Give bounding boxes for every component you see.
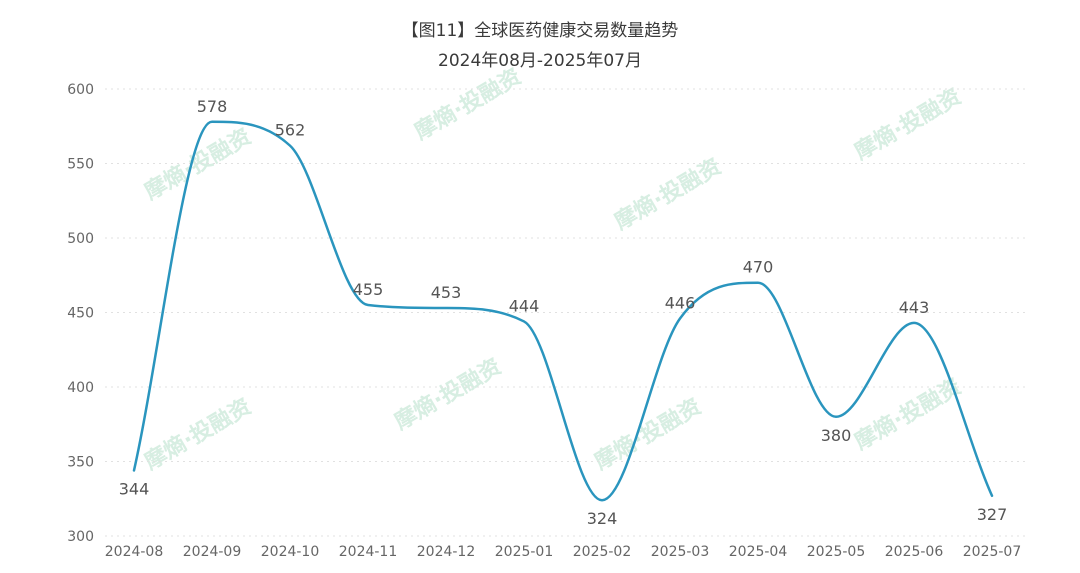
- y-tick-label: 600: [67, 82, 94, 98]
- x-tick-label: 2024-08: [105, 544, 164, 560]
- x-tick-label: 2025-07: [963, 544, 1022, 560]
- series-line: [132, 120, 994, 502]
- y-tick-label: 550: [67, 157, 94, 173]
- x-tick-label: 2025-03: [651, 544, 710, 560]
- data-label: 327: [977, 505, 1008, 524]
- data-label: 444: [509, 296, 540, 315]
- data-label: 455: [353, 280, 384, 299]
- x-tick-label: 2024-10: [261, 544, 320, 560]
- y-tick-label: 300: [67, 529, 94, 545]
- grid-layer: [105, 88, 1025, 537]
- x-tick-label: 2024-09: [183, 544, 242, 560]
- x-tick-label: 2024-12: [417, 544, 476, 560]
- y-tick-label: 350: [67, 455, 94, 471]
- y-tick-label: 400: [67, 380, 94, 396]
- series-layer: [132, 120, 994, 502]
- y-tick-label: 450: [67, 306, 94, 322]
- watermark-text: 摩熵·投融资: [410, 63, 526, 145]
- chart-title: 【图11】全球医药健康交易数量趋势: [401, 21, 679, 41]
- x-tick-label: 2025-04: [729, 544, 788, 560]
- data-label: 578: [197, 97, 228, 116]
- data-label-layer: 344 578 562 455 453 444 324 446 470 380 443 327: [119, 97, 1008, 528]
- x-tick-label: 2025-01: [495, 544, 554, 560]
- watermark-text: 摩熵·投融资: [610, 153, 726, 235]
- data-label: 344: [119, 479, 150, 498]
- data-label: 446: [665, 293, 696, 312]
- data-label: 453: [431, 283, 462, 302]
- chart-subtitle: 2024年08月-2025年07月: [438, 51, 642, 71]
- data-label: 324: [587, 509, 618, 528]
- watermark-text: 摩熵·投融资: [390, 353, 506, 435]
- watermark-text: 摩熵·投融资: [140, 123, 256, 205]
- x-tick-label: 2024-11: [339, 544, 398, 560]
- y-tick-label: 500: [67, 231, 94, 247]
- data-label: 380: [821, 426, 852, 445]
- data-label: 443: [899, 298, 930, 317]
- x-tick-label: 2025-02: [573, 544, 632, 560]
- watermark-text: 摩熵·投融资: [850, 83, 966, 165]
- data-label: 562: [275, 121, 306, 140]
- data-label: 470: [743, 258, 774, 277]
- watermark-text: 摩熵·投融资: [590, 393, 706, 475]
- axis-layer: 300 350 400 450 500 550 600 2024-08 2024-09 2024-…: [67, 82, 1021, 560]
- x-tick-label: 2025-05: [807, 544, 866, 560]
- watermark-text: 摩熵·投融资: [140, 393, 256, 475]
- x-tick-label: 2025-06: [885, 544, 944, 560]
